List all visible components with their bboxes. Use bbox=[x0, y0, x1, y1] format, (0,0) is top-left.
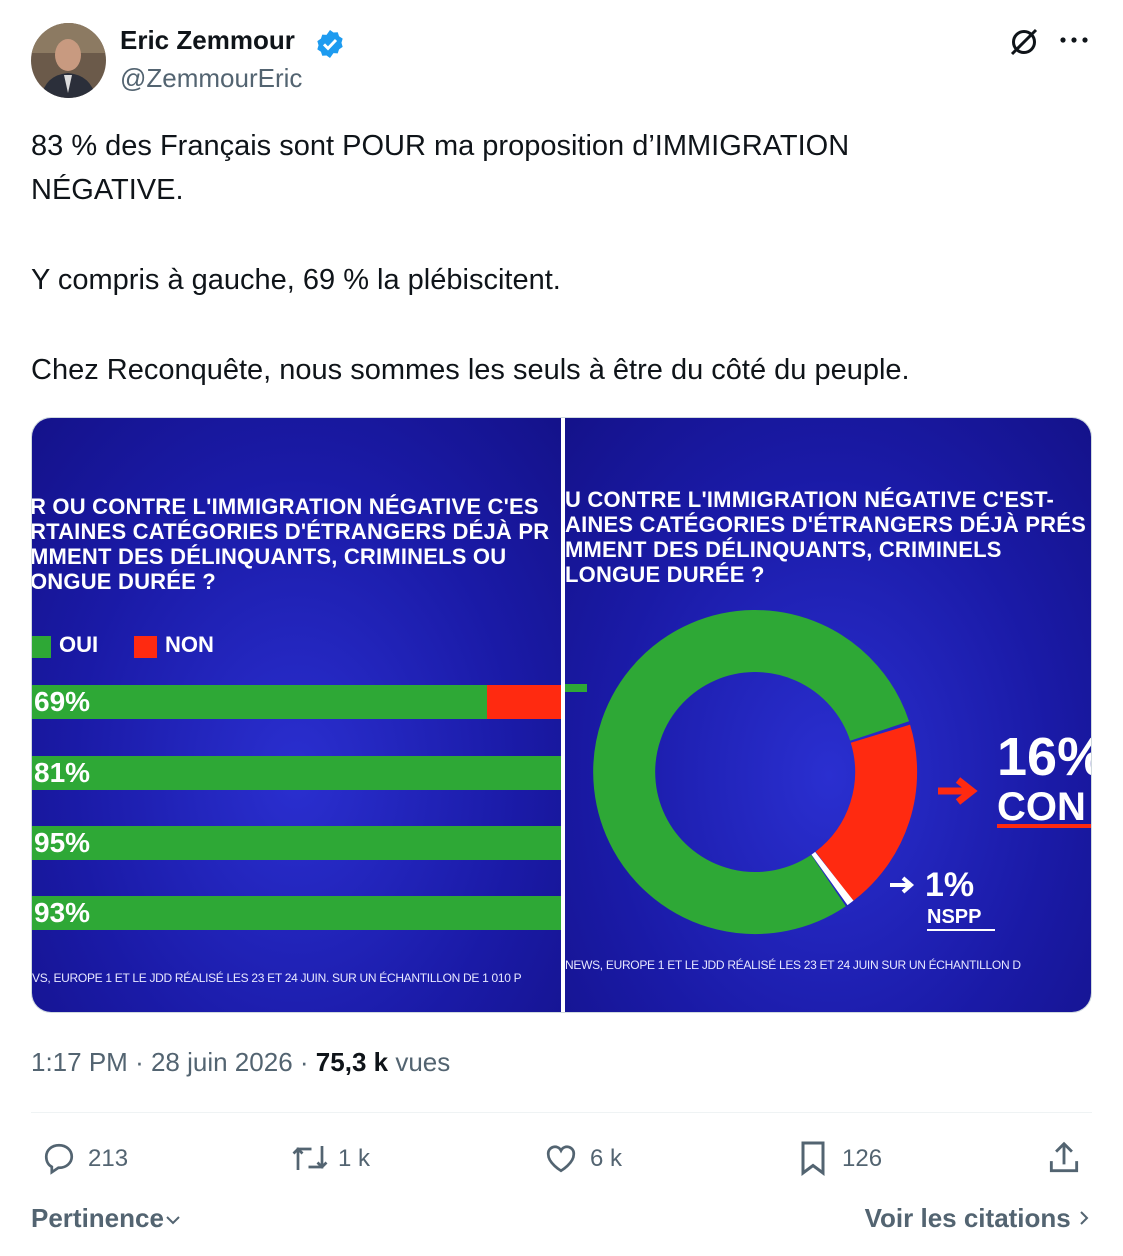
paragraph: 83 % des Français sont POUR ma propositi… bbox=[31, 130, 850, 206]
question-line: RTAINES CATÉGORIES D'ÉTRANGERS DÉJÀ PR bbox=[32, 519, 550, 544]
chevron-right bbox=[1080, 1211, 1089, 1225]
legend-label: OUI bbox=[59, 632, 99, 657]
bar-label: 81% bbox=[34, 757, 91, 788]
share-icon[interactable] bbox=[1045, 1138, 1083, 1178]
repost-count: 1 k bbox=[338, 1145, 371, 1172]
divider bbox=[31, 1112, 1092, 1113]
question-line: MMENT DES DÉLINQUANTS, CRIMINELS bbox=[565, 537, 1002, 562]
sort-selector[interactable]: Pertinence bbox=[31, 1203, 182, 1234]
bookmark-count: 126 bbox=[842, 1145, 883, 1172]
nspp-value: 1% bbox=[925, 866, 975, 904]
quotes-link[interactable]: Voir les citations bbox=[865, 1203, 1090, 1234]
bar-label: 95% bbox=[34, 827, 91, 858]
paragraph: Y compris à gauche, 69 % la plébiscitent… bbox=[31, 264, 561, 296]
donut-graphic bbox=[565, 610, 1091, 935]
contre-value: 16% bbox=[997, 727, 1091, 787]
image-right[interactable]: U CONTRE L'IMMIGRATION NÉGATIVE C'EST- A… bbox=[565, 418, 1091, 1012]
author-handle[interactable]: @ZemmourEric bbox=[120, 63, 303, 93]
more-icon[interactable] bbox=[1058, 30, 1090, 50]
paragraph: Chez Reconquête, nous sommes les seuls à… bbox=[31, 354, 910, 386]
question-line: U CONTRE L'IMMIGRATION NÉGATIVE C'EST- bbox=[565, 487, 1055, 512]
chevron-down bbox=[166, 1216, 180, 1225]
sort-label: Pertinence bbox=[31, 1203, 164, 1233]
question-line: LONGUE DURÉE ? bbox=[565, 562, 765, 587]
contre-label: CON bbox=[997, 785, 1086, 829]
repost-icon[interactable] bbox=[288, 1140, 332, 1176]
verified-badge bbox=[317, 30, 343, 58]
tweet-meta: 1:17 PM · 28 juin 2026 · 75,3 k vues bbox=[31, 1047, 450, 1078]
grok-icon[interactable] bbox=[1006, 24, 1042, 60]
image-left[interactable]: R OU CONTRE L'IMMIGRATION NÉGATIVE C'ES … bbox=[32, 418, 561, 1012]
question-line: R OU CONTRE L'IMMIGRATION NÉGATIVE C'ES bbox=[32, 494, 539, 519]
separator: · bbox=[299, 1047, 309, 1077]
question-line: AINES CATÉGORIES D'ÉTRANGERS DÉJÀ PRÉS bbox=[565, 512, 1086, 537]
quotes-label: Voir les citations bbox=[864, 1203, 1071, 1233]
time[interactable]: 1:17 PM bbox=[31, 1047, 128, 1077]
bar-label: 93% bbox=[34, 897, 91, 928]
media[interactable]: R OU CONTRE L'IMMIGRATION NÉGATIVE C'ES … bbox=[31, 417, 1092, 1013]
separator: · bbox=[135, 1047, 144, 1077]
views-count: 75,3 k bbox=[315, 1047, 389, 1077]
tweet-text: 83 % des Français sont POUR ma propositi… bbox=[31, 124, 991, 438]
date[interactable]: 28 juin 2026 bbox=[150, 1047, 293, 1077]
legend-label: NON bbox=[165, 632, 214, 657]
author-name[interactable]: Eric Zemmour bbox=[120, 25, 295, 55]
bookmark-icon[interactable] bbox=[796, 1138, 830, 1178]
source: NEWS, EUROPE 1 ET LE JDD RÉALISÉ LES 23 … bbox=[565, 958, 1021, 972]
avatar[interactable] bbox=[31, 23, 106, 98]
question-line: ONGUE DURÉE ? bbox=[32, 569, 216, 594]
like-count: 6 k bbox=[590, 1145, 623, 1172]
source: VS, EUROPE 1 ET LE JDD RÉALISÉ LES 23 ET… bbox=[32, 971, 522, 985]
bar-graphic bbox=[32, 636, 561, 930]
like-icon[interactable] bbox=[541, 1140, 581, 1176]
reply-count: 213 bbox=[88, 1145, 129, 1172]
views-label: vues bbox=[395, 1047, 451, 1077]
reply-icon[interactable] bbox=[40, 1140, 78, 1176]
nspp-label: NSPP bbox=[927, 906, 982, 928]
bar-label: 69% bbox=[34, 686, 91, 717]
question-line: MMENT DES DÉLINQUANTS, CRIMINELS OU bbox=[32, 544, 507, 569]
